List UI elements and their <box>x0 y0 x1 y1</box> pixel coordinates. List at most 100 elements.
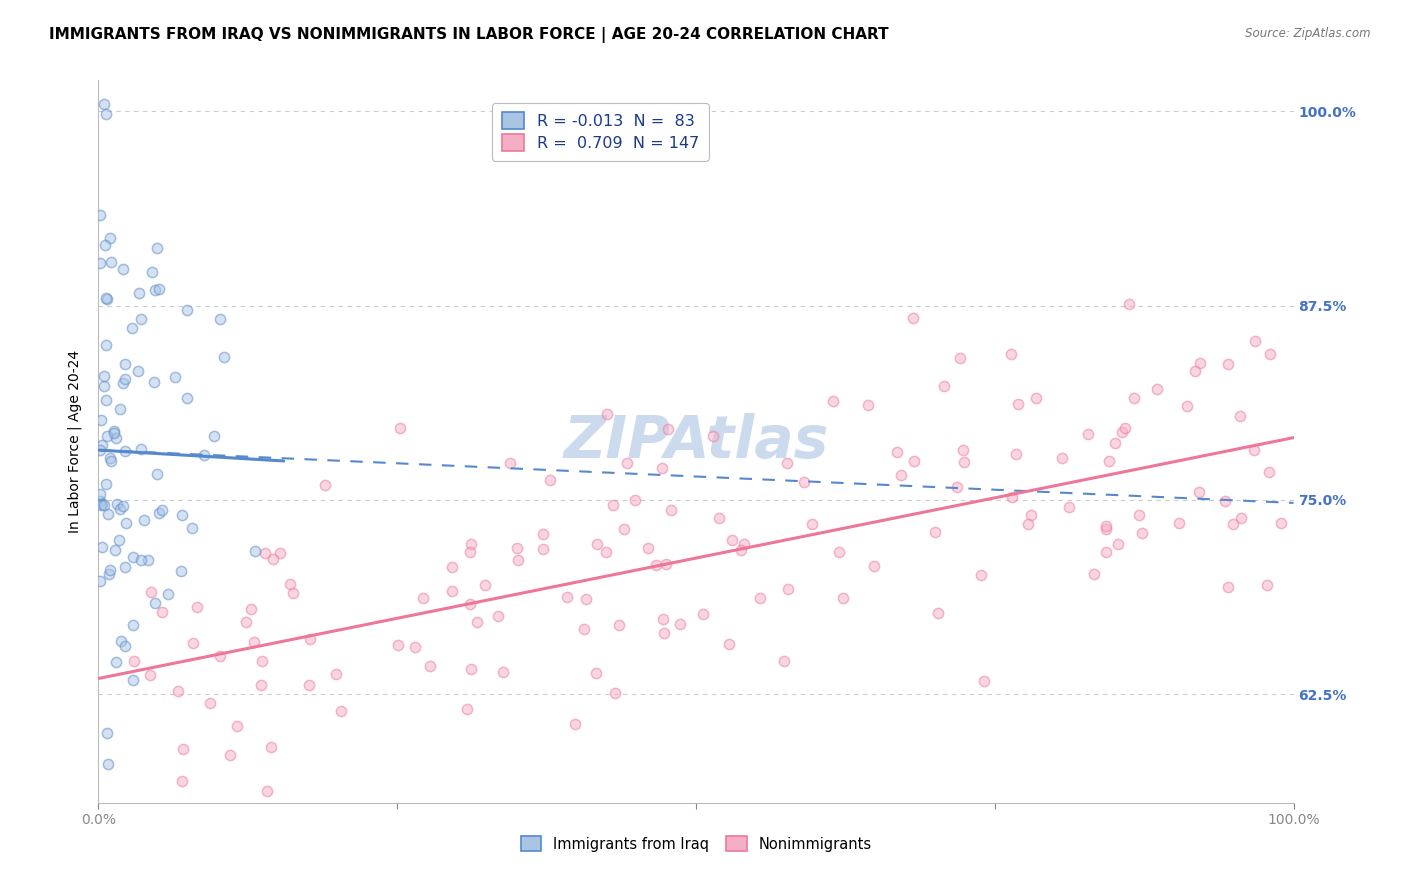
Point <box>903 454 925 468</box>
Point <box>250 654 273 668</box>
Point <box>1077 426 1099 441</box>
Point <box>90 413 112 427</box>
Point <box>506 553 529 567</box>
Y-axis label: In Labor Force | Age 20-24: In Labor Force | Age 20-24 <box>67 350 83 533</box>
Point <box>193 448 215 462</box>
Point <box>94 107 117 121</box>
Point <box>89 494 111 508</box>
Point <box>404 640 426 654</box>
Point <box>1229 409 1251 424</box>
Point <box>96 429 118 443</box>
Point <box>1017 517 1039 532</box>
Point <box>1107 537 1129 551</box>
Point <box>1130 526 1153 541</box>
Point <box>299 632 322 647</box>
Point <box>748 591 770 605</box>
Point <box>93 379 115 393</box>
Point <box>110 634 132 648</box>
Point <box>172 508 194 523</box>
Point <box>172 742 194 756</box>
Point <box>269 547 291 561</box>
Point <box>1258 465 1281 479</box>
Point <box>460 662 482 676</box>
Point <box>1025 392 1047 406</box>
Point <box>167 684 190 698</box>
Point <box>93 96 115 111</box>
Point <box>595 545 617 559</box>
Point <box>555 591 578 605</box>
Point <box>491 665 513 679</box>
Point <box>927 606 949 620</box>
Point <box>1104 436 1126 450</box>
Point <box>172 774 194 789</box>
Point <box>657 422 679 436</box>
Point <box>254 546 277 560</box>
Point <box>1270 516 1292 531</box>
Point <box>114 639 136 653</box>
Point <box>283 586 305 600</box>
Point <box>945 479 967 493</box>
Point <box>702 429 724 443</box>
Point <box>1188 355 1211 369</box>
Point <box>973 674 995 689</box>
Point <box>112 262 135 277</box>
Point <box>163 370 186 384</box>
Point <box>773 654 796 668</box>
Point <box>564 717 586 731</box>
Point <box>121 549 143 564</box>
Point <box>717 637 740 651</box>
Point <box>115 516 138 530</box>
Point <box>707 510 730 524</box>
Point <box>1216 580 1239 594</box>
Point <box>148 282 170 296</box>
Point <box>96 291 118 305</box>
Point <box>655 557 678 571</box>
Point <box>134 513 156 527</box>
Point <box>776 456 799 470</box>
Point <box>1083 566 1105 581</box>
Point <box>1050 450 1073 465</box>
Point <box>89 208 111 222</box>
Point <box>458 597 481 611</box>
Point <box>105 655 128 669</box>
Point <box>90 540 112 554</box>
Point <box>100 454 122 468</box>
Point <box>441 583 464 598</box>
Point <box>970 568 993 582</box>
Point <box>953 455 976 469</box>
Point <box>832 591 855 605</box>
Point <box>441 560 464 574</box>
Legend: Immigrants from Iraq, Nonimmigrants: Immigrants from Iraq, Nonimmigrants <box>512 828 880 861</box>
Point <box>103 424 125 438</box>
Point <box>243 544 266 558</box>
Point <box>1111 425 1133 439</box>
Point <box>93 498 115 512</box>
Point <box>572 622 595 636</box>
Point <box>105 498 128 512</box>
Point <box>419 659 441 673</box>
Point <box>1184 363 1206 377</box>
Point <box>602 498 624 512</box>
Point <box>730 543 752 558</box>
Point <box>242 635 264 649</box>
Point <box>1114 421 1136 435</box>
Point <box>114 371 136 385</box>
Point <box>212 350 235 364</box>
Point <box>458 544 481 558</box>
Point <box>89 443 111 458</box>
Point <box>1256 578 1278 592</box>
Point <box>108 533 131 548</box>
Point <box>595 407 617 421</box>
Point <box>499 456 522 470</box>
Point <box>209 648 232 663</box>
Point <box>389 420 412 434</box>
Point <box>170 564 193 578</box>
Point <box>652 625 675 640</box>
Point <box>90 438 112 452</box>
Point <box>108 402 131 417</box>
Point <box>143 596 166 610</box>
Point <box>93 369 115 384</box>
Point <box>637 541 659 555</box>
Point <box>146 467 169 482</box>
Point <box>186 599 208 614</box>
